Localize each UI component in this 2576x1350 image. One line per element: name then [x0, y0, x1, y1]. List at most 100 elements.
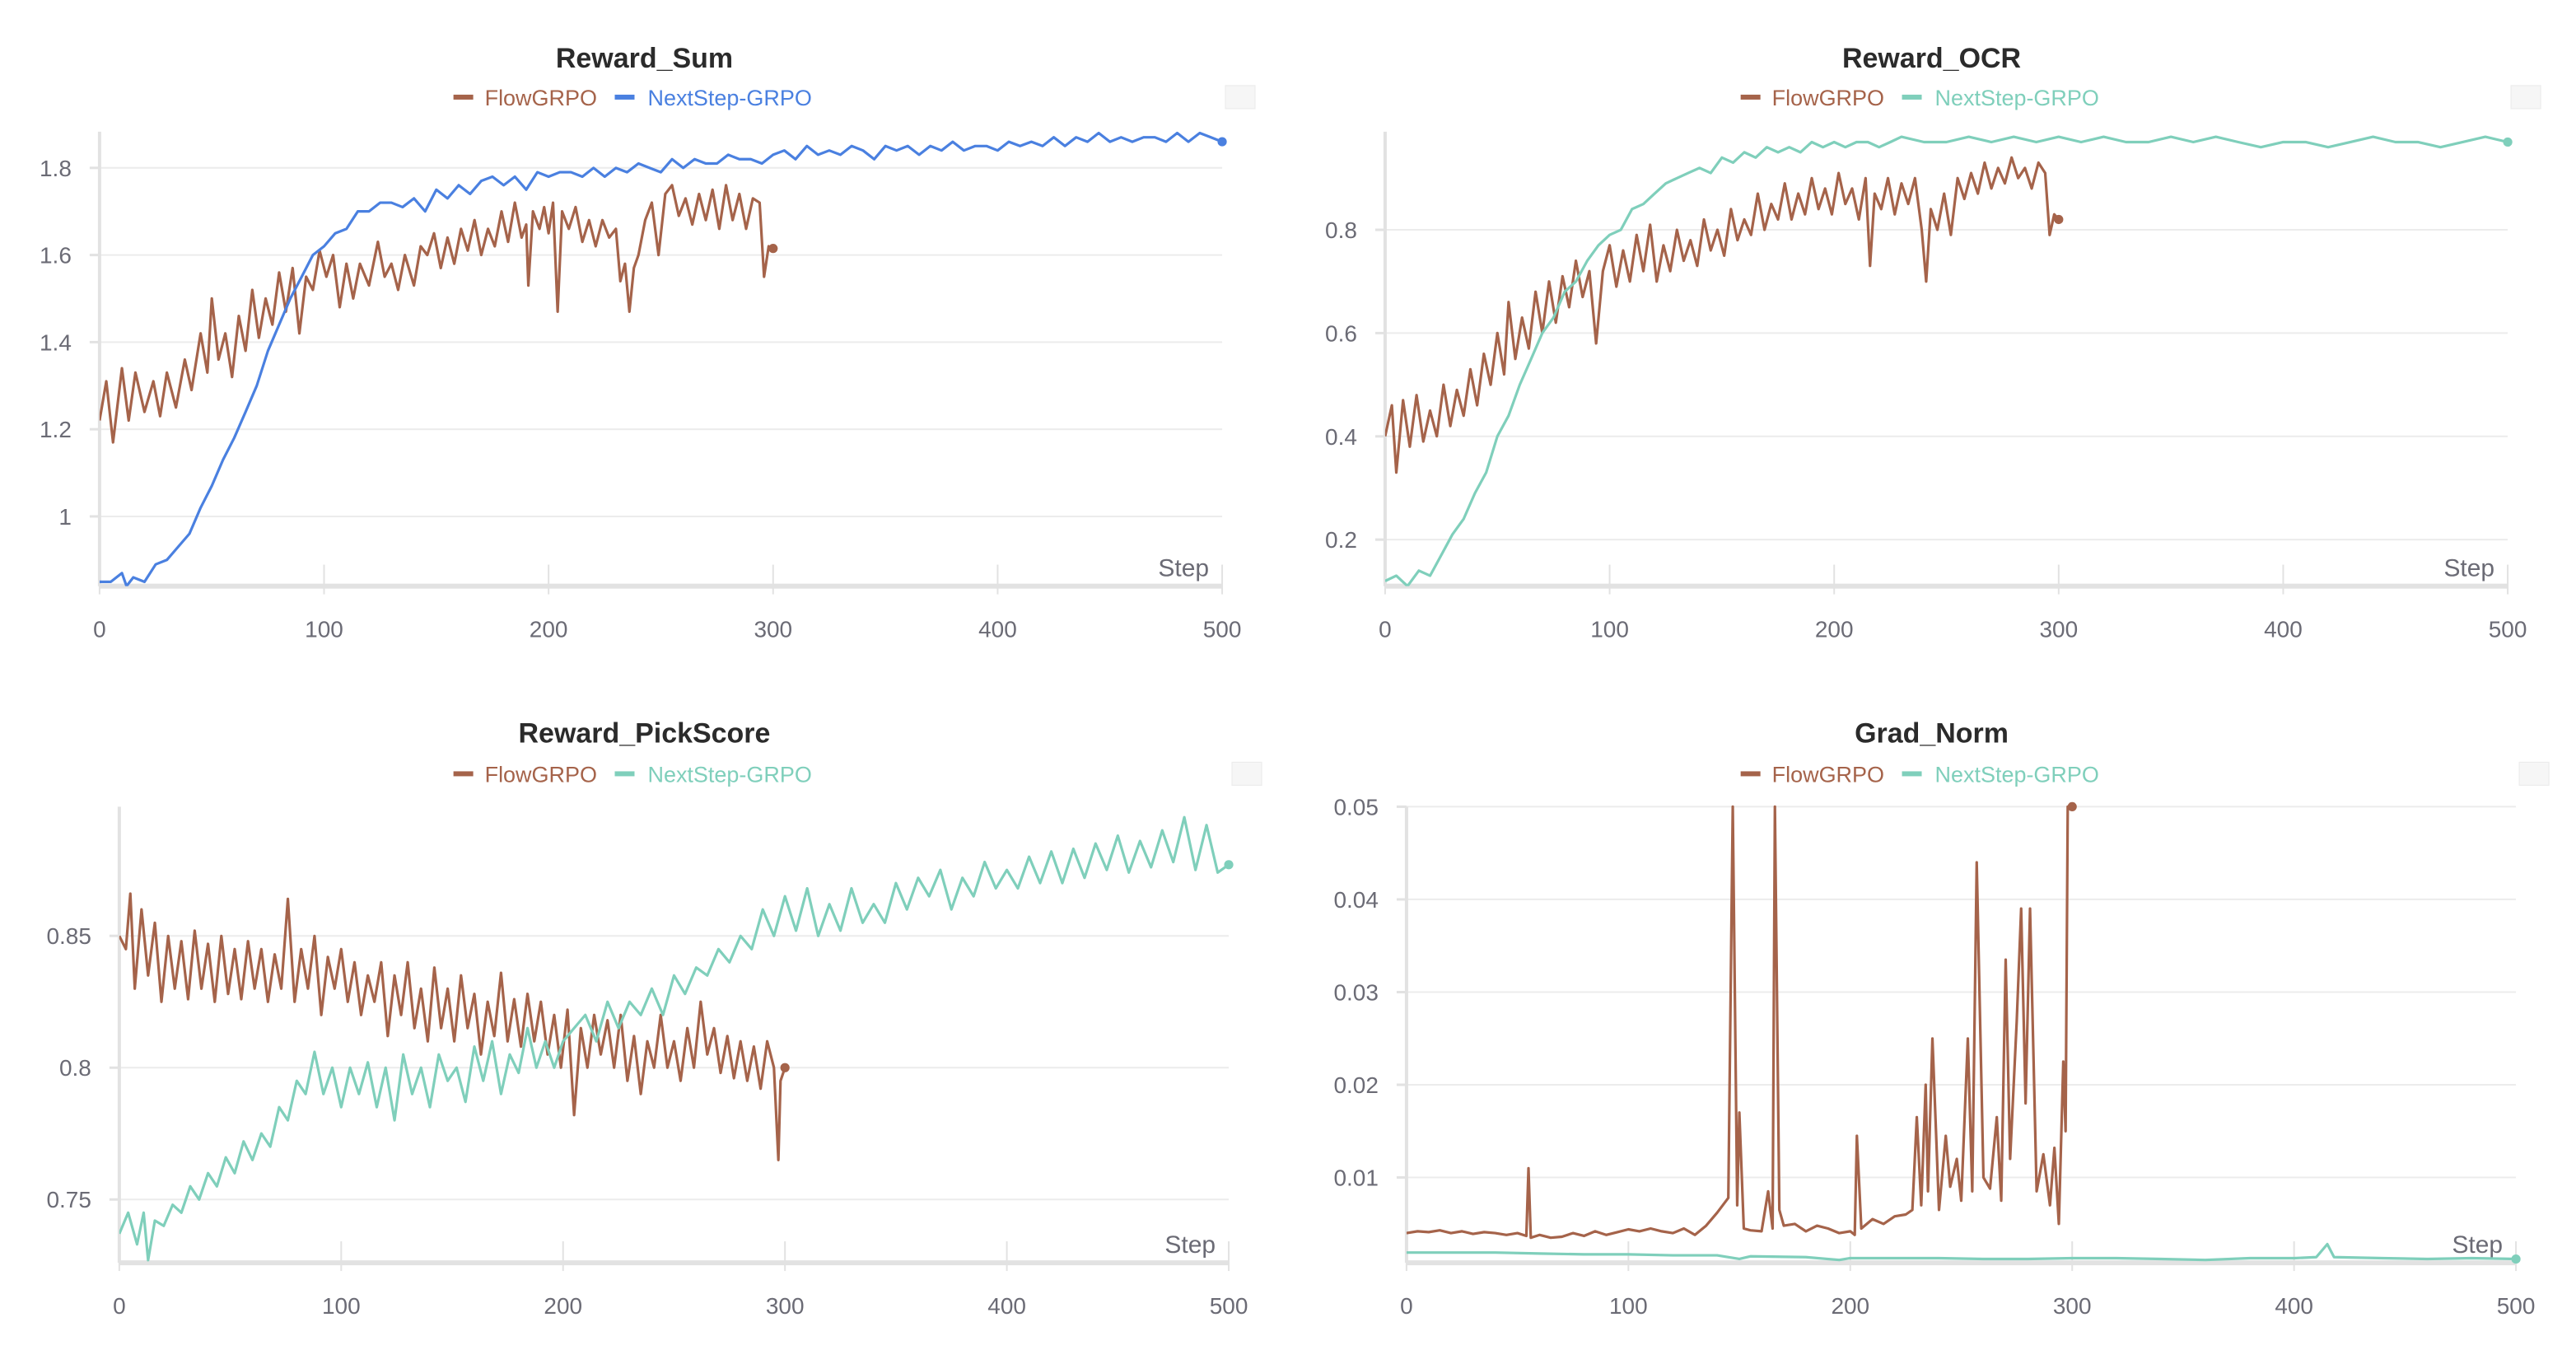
legend-label: NextStep-GRPO [647, 762, 811, 787]
x-tick-label: 400 [2275, 1293, 2313, 1319]
y-tick-label: 0.4 [1325, 424, 1357, 450]
y-tick-label: 1.8 [40, 156, 72, 181]
series-endpoint-nextstep-grpo [1217, 137, 1227, 147]
series-line-flowgrpo [1384, 156, 2060, 474]
series-endpoint-flowgrpo [2067, 801, 2077, 811]
legend-item[interactable]: FlowGRPO [453, 762, 597, 787]
panel-menu-button[interactable] [1225, 85, 1256, 110]
x-tick-label: 300 [2039, 617, 2078, 642]
series-line-nextstep-grpo [119, 815, 1230, 1262]
panel-menu-button[interactable] [2510, 85, 2541, 110]
x-tick-label: 0 [93, 617, 106, 642]
panel-menu-button[interactable] [2518, 761, 2550, 787]
chart-title: Reward_OCR [1842, 43, 2021, 74]
y-tick-label: 1 [58, 504, 72, 530]
series-line-nextstep-grpo [1384, 135, 2508, 586]
y-tick-label: 0.04 [1333, 887, 1378, 913]
series-endpoint-flowgrpo [780, 1063, 790, 1072]
y-tick-label: 0.2 [1325, 527, 1357, 553]
series-endpoint-flowgrpo [768, 244, 778, 254]
y-tick-label: 0.02 [1333, 1072, 1378, 1098]
x-tick-label: 400 [987, 1293, 1026, 1319]
legend-item[interactable]: NextStep-GRPO [1902, 762, 2099, 787]
x-axis-label: Step [1164, 1231, 1216, 1259]
x-tick-label: 0 [1400, 1293, 1413, 1319]
x-tick-label: 200 [544, 1293, 582, 1319]
y-tick-label: 1.2 [40, 417, 72, 442]
x-tick-label: 100 [305, 617, 343, 642]
legend-item[interactable]: FlowGRPO [1740, 762, 1884, 787]
legend-label: NextStep-GRPO [1935, 762, 2099, 787]
series-endpoint-nextstep-grpo [1224, 860, 1234, 870]
legend-label: FlowGRPO [1772, 86, 1884, 110]
series-line-flowgrpo [1406, 805, 2073, 1240]
x-tick-label: 400 [978, 617, 1017, 642]
x-tick-label: 0 [113, 1293, 126, 1319]
chart-panel-grad-norm: Grad_Norm FlowGRPO NextStep-GRPO 0.01 0.02 0.… [1333, 717, 2550, 1319]
series-line-nextstep-grpo [99, 131, 1223, 586]
legend: FlowGRPO NextStep-GRPO [1740, 86, 2099, 110]
series-line-flowgrpo [99, 184, 774, 444]
legend-item[interactable]: FlowGRPO [1740, 86, 1884, 110]
x-tick-label: 500 [1210, 1293, 1248, 1319]
chart-panel-reward-sum: Reward_Sum FlowGRPO NextStep-GRPO 1 1.2 1.4 1.… [40, 43, 1256, 642]
legend-label: FlowGRPO [1772, 762, 1884, 787]
x-tick-label: 500 [2497, 1293, 2536, 1319]
x-tick-label: 400 [2264, 617, 2303, 642]
y-tick-label: 0.03 [1333, 979, 1378, 1005]
y-tick-label: 0.75 [46, 1187, 91, 1212]
x-tick-label: 100 [1609, 1293, 1648, 1319]
legend: FlowGRPO NextStep-GRPO [453, 762, 812, 787]
x-tick-label: 500 [2489, 617, 2527, 642]
legend-label: NextStep-GRPO [647, 86, 811, 110]
x-tick-label: 500 [1203, 617, 1242, 642]
legend-swatch [453, 771, 474, 777]
x-tick-label: 300 [2053, 1293, 2092, 1319]
legend-swatch [614, 94, 635, 100]
y-tick-label: 1.6 [40, 243, 72, 269]
x-tick-label: 100 [322, 1293, 361, 1319]
chart-title: Grad_Norm [1855, 717, 2009, 749]
x-tick-label: 200 [530, 617, 568, 642]
x-tick-label: 300 [754, 617, 792, 642]
chart-panel-reward-pickscore: Reward_PickScore FlowGRPO NextStep-GRPO 0.7… [46, 717, 1262, 1319]
series-line-flowgrpo [119, 892, 786, 1161]
panel-menu-button[interactable] [1231, 761, 1262, 787]
legend-swatch [1740, 94, 1761, 100]
legend-item[interactable]: NextStep-GRPO [614, 86, 812, 110]
legend: FlowGRPO NextStep-GRPO [1740, 762, 2099, 787]
series-endpoint-nextstep-grpo [2511, 1254, 2521, 1264]
x-axis-label: Step [1158, 555, 1209, 582]
x-tick-label: 0 [1379, 617, 1392, 642]
chart-title: Reward_PickScore [519, 717, 771, 749]
legend-item[interactable]: NextStep-GRPO [614, 762, 812, 787]
legend-swatch [1740, 771, 1761, 777]
legend-swatch [614, 771, 635, 777]
legend-swatch [1902, 771, 1922, 777]
legend-label: NextStep-GRPO [1935, 86, 2099, 110]
x-axis-label: Step [2452, 1231, 2503, 1259]
legend-swatch [1902, 94, 1922, 100]
y-tick-label: 0.01 [1333, 1165, 1378, 1191]
legend-item[interactable]: NextStep-GRPO [1902, 86, 2099, 110]
legend-label: FlowGRPO [485, 86, 597, 110]
chart-panel-reward-ocr: Reward_OCR FlowGRPO NextStep-GRPO 0.2 0.4 0.6… [1325, 43, 2541, 642]
x-tick-label: 200 [1815, 617, 1854, 642]
x-tick-label: 100 [1590, 617, 1629, 642]
legend-item[interactable]: FlowGRPO [453, 86, 597, 110]
legend-swatch [453, 94, 474, 100]
series-line-nextstep-grpo [1406, 1242, 2517, 1262]
y-tick-label: 0.6 [1325, 320, 1357, 346]
series-endpoint-flowgrpo [2054, 214, 2064, 225]
x-tick-label: 300 [766, 1293, 805, 1319]
legend: FlowGRPO NextStep-GRPO [453, 86, 812, 110]
y-tick-label: 0.8 [1325, 217, 1357, 243]
y-tick-label: 1.4 [40, 329, 72, 355]
y-tick-label: 0.85 [46, 923, 91, 949]
x-axis-label: Step [2443, 555, 2494, 582]
x-tick-label: 200 [1831, 1293, 1869, 1319]
series-endpoint-nextstep-grpo [2503, 137, 2513, 147]
y-tick-label: 0.05 [1333, 794, 1378, 820]
y-tick-label: 0.8 [59, 1055, 91, 1081]
